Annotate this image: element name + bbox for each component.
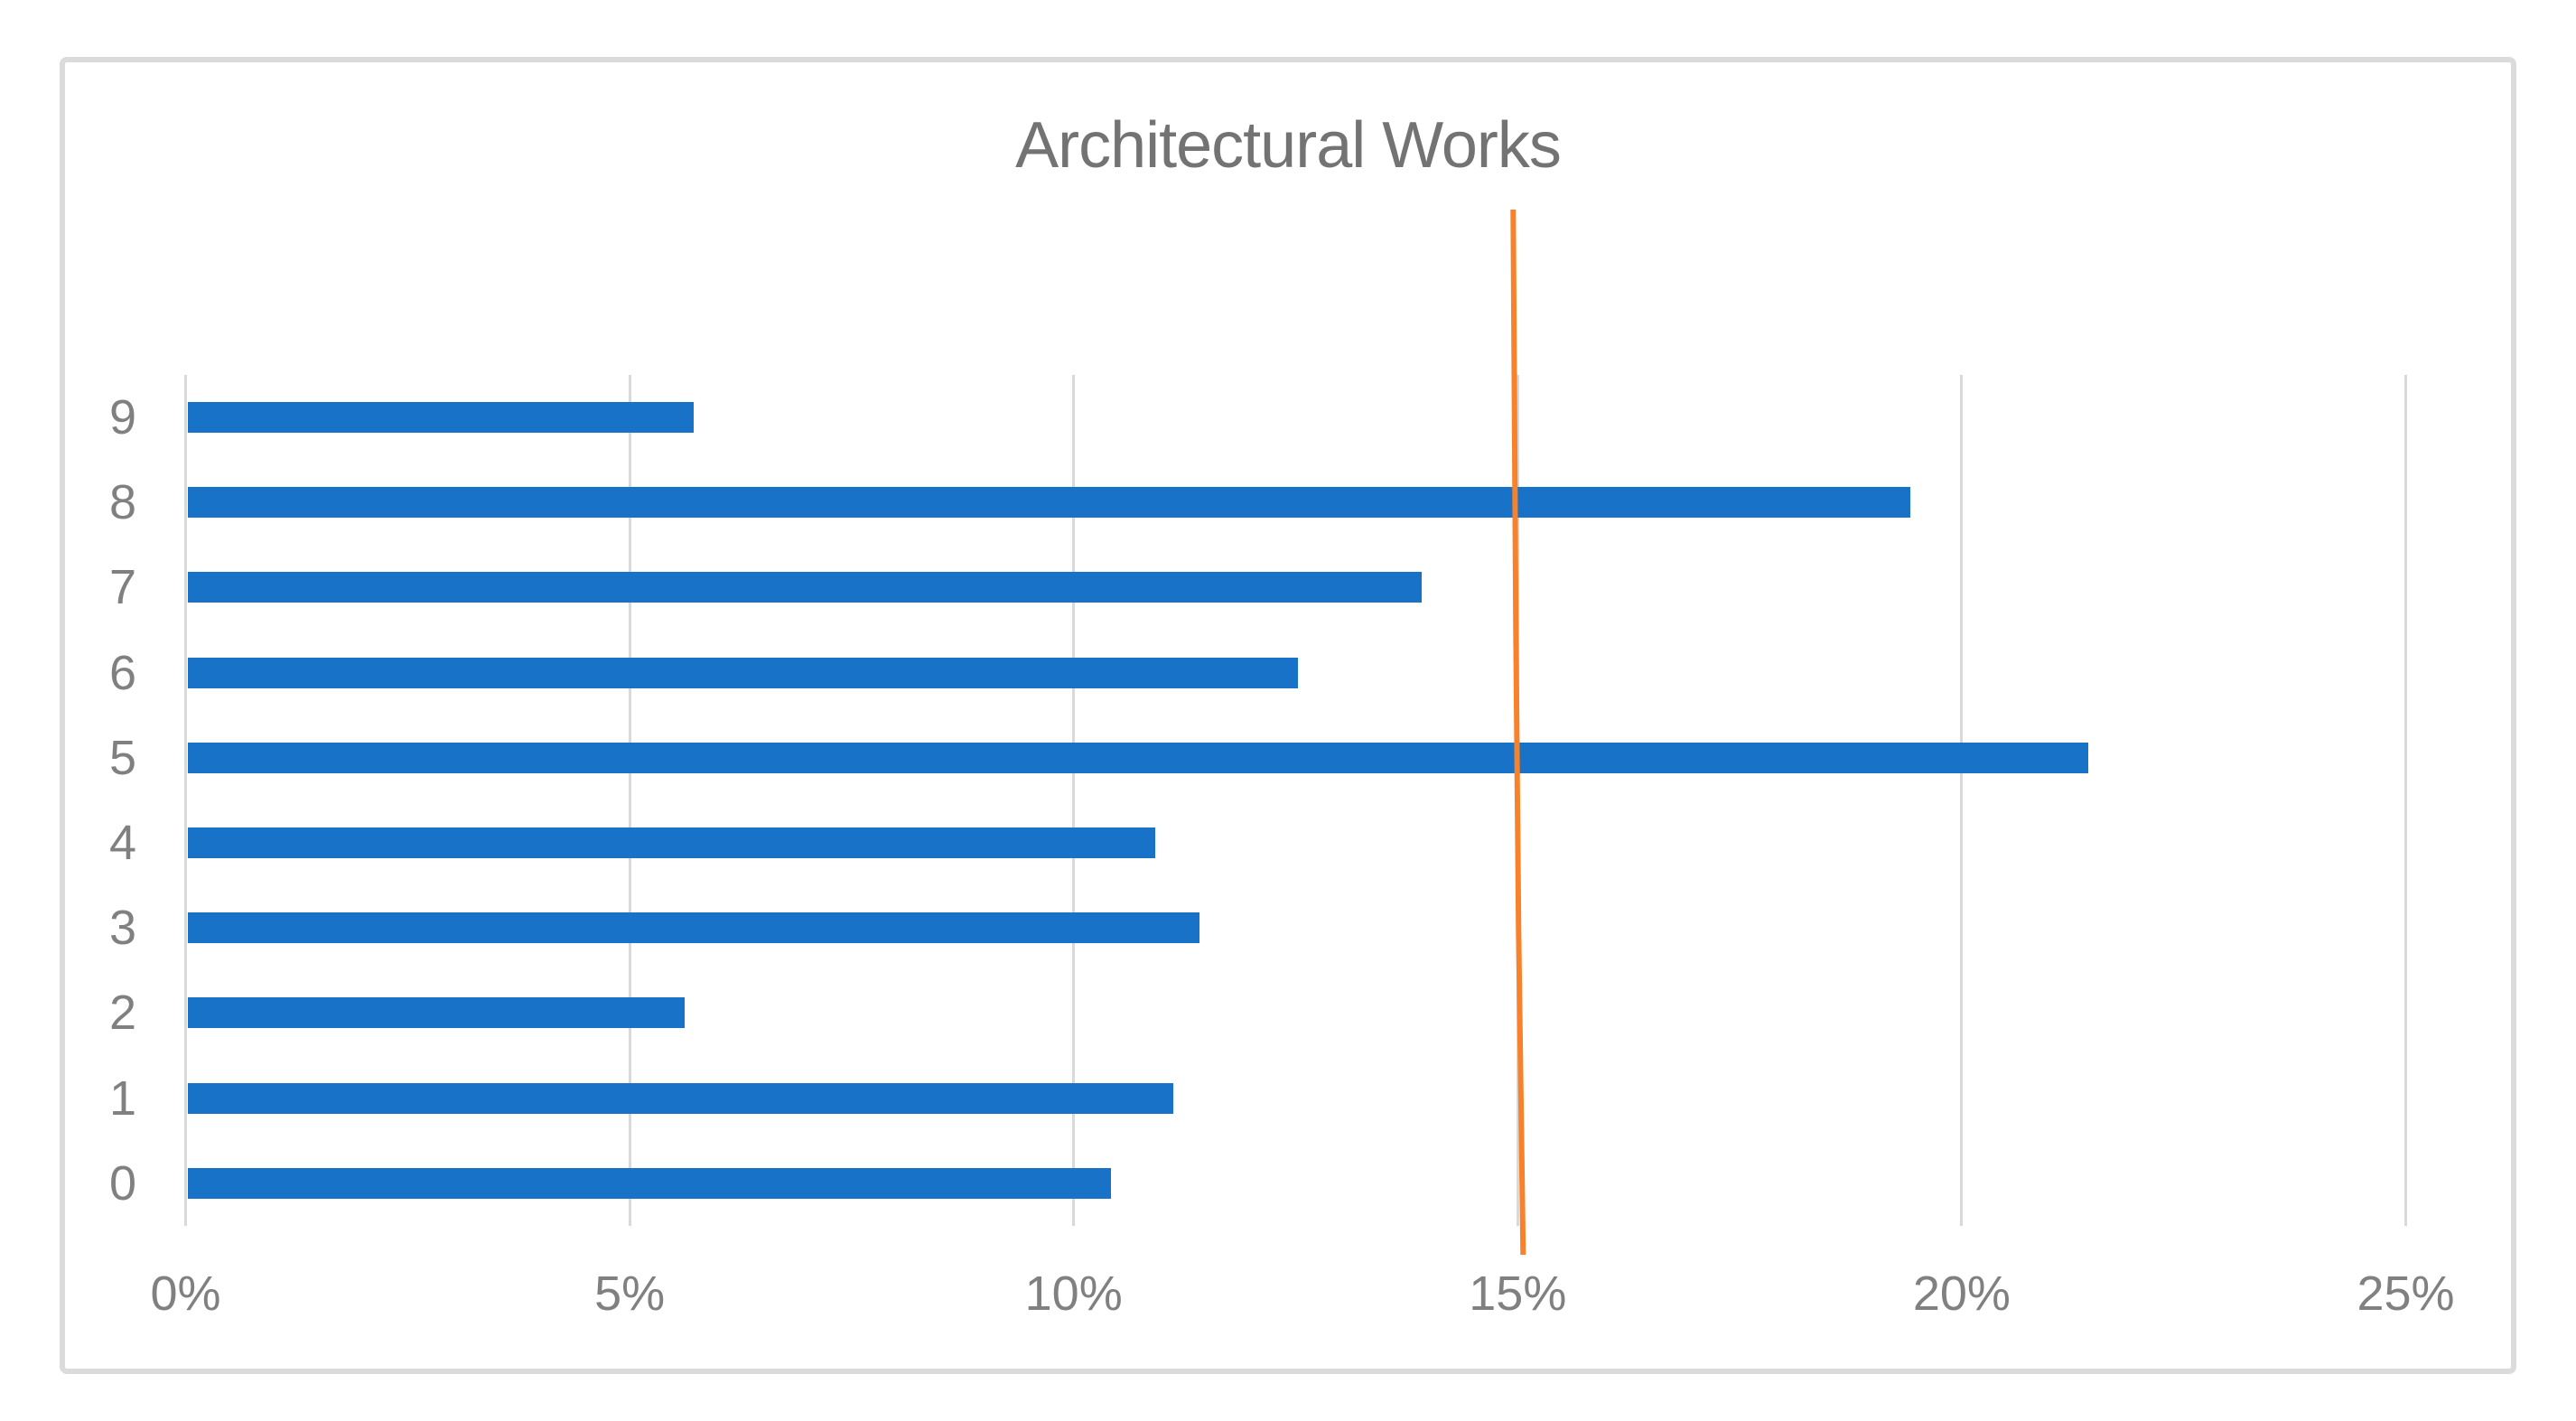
x-tick-label-10pct: 10%: [1024, 1267, 1123, 1321]
bar-category-1: [187, 1082, 1173, 1114]
y-tick-label-2: 2: [108, 986, 137, 1041]
gridline-5pct: [628, 375, 631, 1226]
bar-category-0: [187, 1167, 1112, 1199]
gridline-10pct: [1072, 375, 1076, 1226]
bar-category-5: [187, 742, 2088, 773]
bar-category-4: [187, 827, 1156, 858]
bar-category-9: [187, 402, 694, 433]
bar-category-8: [187, 487, 1910, 519]
y-tick-label-4: 4: [108, 816, 137, 870]
gridline-25pct: [2404, 375, 2407, 1226]
bar-category-2: [187, 997, 686, 1029]
x-tick-label-20pct: 20%: [1912, 1267, 2011, 1321]
x-tick-label-15pct: 15%: [1469, 1267, 1567, 1321]
gridline-0pct: [184, 375, 187, 1226]
chart-frame: [60, 57, 2516, 1374]
y-tick-label-9: 9: [108, 390, 137, 444]
y-tick-label-3: 3: [108, 901, 137, 956]
y-tick-label-0: 0: [108, 1155, 137, 1211]
x-tick-label-0pct: 0%: [150, 1267, 221, 1321]
y-tick-label-5: 5: [108, 730, 137, 785]
bar-category-6: [187, 657, 1298, 688]
bar-category-7: [187, 572, 1423, 603]
y-tick-label-1: 1: [108, 1070, 137, 1126]
x-tick-label-5pct: 5%: [594, 1267, 666, 1321]
bar-category-3: [187, 912, 1200, 944]
gridline-20pct: [1960, 375, 1964, 1226]
y-tick-label-8: 8: [108, 475, 137, 530]
y-tick-label-7: 7: [108, 560, 137, 615]
y-tick-label-6: 6: [108, 645, 137, 700]
x-tick-label-25pct: 25%: [2357, 1267, 2455, 1321]
chart-title: Architectural Works: [1015, 109, 1562, 182]
